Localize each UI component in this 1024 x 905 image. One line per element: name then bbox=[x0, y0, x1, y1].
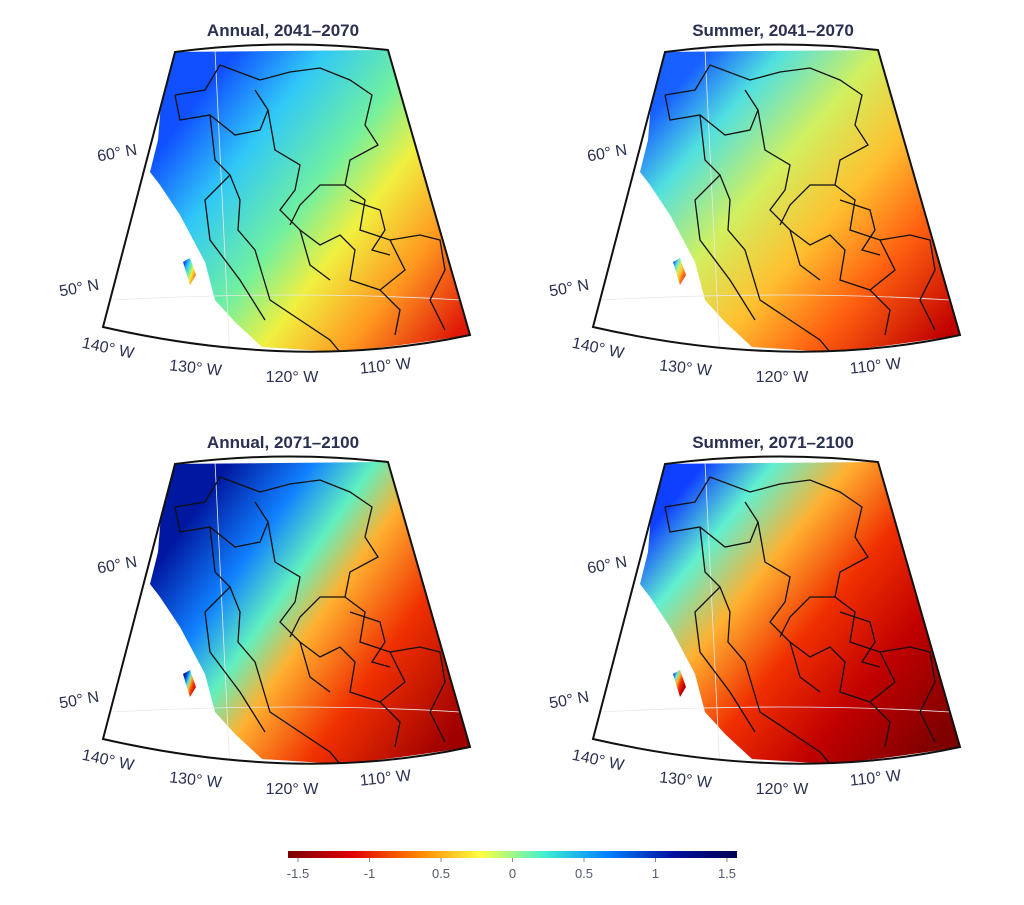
basin-boundary bbox=[839, 611, 881, 668]
lon-label: 140° W bbox=[570, 747, 626, 775]
basin-boundary bbox=[174, 64, 379, 226]
basin-boundary bbox=[209, 114, 341, 352]
basin-boundary bbox=[209, 526, 341, 764]
graticule bbox=[109, 461, 461, 764]
panel-title: Summer, 2041–2070 bbox=[692, 21, 854, 40]
lon-label: 140° W bbox=[80, 335, 136, 363]
lon-label: 140° W bbox=[80, 747, 136, 775]
lat-label: 50° N bbox=[58, 689, 101, 713]
colorbar-tick-label: -1 bbox=[364, 866, 376, 881]
land bbox=[599, 49, 960, 352]
panel-title: Summer, 2071–2100 bbox=[692, 433, 854, 452]
land-fill bbox=[640, 50, 960, 352]
basin-boundary bbox=[699, 114, 831, 352]
basin-boundary bbox=[694, 586, 756, 733]
basin-boundary bbox=[267, 109, 331, 281]
panel-title: Annual, 2071–2100 bbox=[207, 433, 359, 452]
basin-boundary bbox=[839, 199, 881, 256]
colorbar-tick-label: 1.5 bbox=[718, 866, 736, 881]
map-panel: Annual, 2041–2070 60° N 50° N 140° W 130° W 1… bbox=[58, 21, 472, 386]
basin-boundary bbox=[834, 184, 896, 291]
island bbox=[183, 258, 196, 285]
land bbox=[599, 461, 960, 764]
land-fill bbox=[640, 462, 960, 764]
basin-boundary bbox=[299, 229, 401, 336]
basin-boundary bbox=[389, 234, 446, 331]
land bbox=[109, 461, 470, 764]
map-panel: Annual, 2071–2100 60° N 50° N 140° W 130° W 1… bbox=[58, 433, 472, 798]
lat-label: 60° N bbox=[96, 142, 139, 166]
colorbar-tick-label: 1 bbox=[652, 866, 659, 881]
basin-boundary bbox=[879, 234, 936, 331]
lon-label: 130° W bbox=[168, 357, 223, 380]
basin-boundary bbox=[389, 646, 446, 743]
lon-label: 140° W bbox=[570, 335, 626, 363]
basin-boundary bbox=[789, 229, 891, 336]
lon-label: 110° W bbox=[359, 355, 413, 377]
land-fill bbox=[150, 50, 470, 352]
basin-boundary bbox=[664, 476, 869, 638]
lon-label: 130° W bbox=[658, 769, 713, 792]
basin-boundary bbox=[349, 611, 391, 668]
lon-label: 120° W bbox=[756, 781, 810, 798]
basin-boundary bbox=[204, 586, 266, 733]
lon-label: 130° W bbox=[168, 769, 223, 792]
land bbox=[109, 49, 470, 352]
map-frame bbox=[101, 43, 472, 353]
basin-boundary bbox=[757, 109, 821, 281]
lat-label: 50° N bbox=[58, 277, 101, 301]
graticule bbox=[599, 461, 951, 764]
basin-boundary bbox=[267, 521, 331, 693]
colorbar bbox=[288, 851, 737, 858]
lat-label: 50° N bbox=[548, 689, 591, 713]
basin-boundary bbox=[174, 476, 379, 638]
lon-label: 120° W bbox=[756, 369, 810, 386]
lon-label: 120° W bbox=[266, 369, 320, 386]
graticule bbox=[109, 49, 461, 352]
lat-label: 60° N bbox=[96, 554, 139, 578]
colorbar-tick-label: 0 bbox=[509, 866, 516, 881]
basin-boundary bbox=[694, 174, 756, 321]
basin-boundary bbox=[344, 184, 406, 291]
basin-boundary bbox=[299, 641, 401, 748]
basin-boundary bbox=[349, 199, 391, 256]
lat-label: 60° N bbox=[586, 554, 629, 578]
colorbar-tick-label: 0.5 bbox=[575, 866, 593, 881]
island bbox=[673, 258, 686, 285]
lon-label: 110° W bbox=[359, 767, 413, 789]
basin-boundary bbox=[664, 64, 869, 226]
colorbar-tick-label: -1.5 bbox=[287, 866, 309, 881]
map-frame bbox=[591, 455, 962, 765]
lon-label: 120° W bbox=[266, 781, 320, 798]
lon-label: 130° W bbox=[658, 357, 713, 380]
basin-boundary bbox=[204, 174, 266, 321]
land-fill bbox=[150, 462, 470, 764]
colorbar-tick-label: 0.5 bbox=[432, 866, 450, 881]
lat-label: 50° N bbox=[548, 277, 591, 301]
basin-boundary bbox=[699, 526, 831, 764]
lon-label: 110° W bbox=[849, 767, 903, 789]
island bbox=[183, 670, 196, 697]
map-frame bbox=[101, 455, 472, 765]
graticule bbox=[599, 49, 951, 352]
lon-label: 110° W bbox=[849, 355, 903, 377]
basin-boundary bbox=[344, 596, 406, 703]
map-panel: Summer, 2071–2100 60° N 50° N 140° W 130° W 1… bbox=[548, 433, 962, 798]
map-panel: Summer, 2041–2070 60° N 50° N 140° W 130° W 1… bbox=[548, 21, 962, 386]
basin-boundary bbox=[757, 521, 821, 693]
basin-boundary bbox=[789, 641, 891, 748]
lat-label: 60° N bbox=[586, 142, 629, 166]
basin-boundary bbox=[879, 646, 936, 743]
basin-boundary bbox=[834, 596, 896, 703]
island bbox=[673, 670, 686, 697]
map-frame bbox=[591, 43, 962, 353]
panel-title: Annual, 2041–2070 bbox=[207, 21, 359, 40]
